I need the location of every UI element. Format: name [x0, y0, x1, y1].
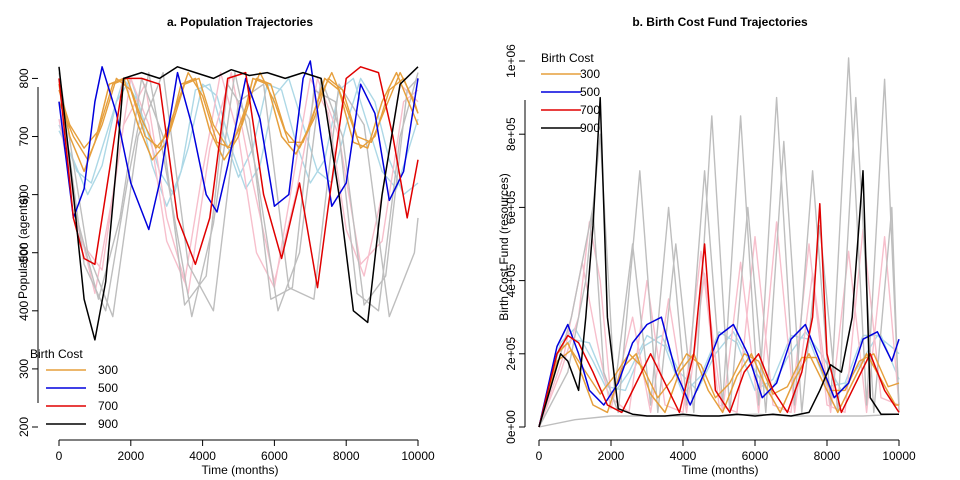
panel-b-y-ticks: 0e+00 2e+05 4e+05 6e+05 8e+05 1e+06	[504, 44, 525, 444]
panel-a-x-ticks: 0 2000 4000 6000 8000 10000	[56, 440, 435, 463]
panel-b-x-tick-label: 0	[536, 449, 543, 463]
panel-a-background-line-3	[58, 71, 419, 295]
panel-a-x-tick-label: 8000	[333, 449, 360, 463]
panel-b-background-line-7	[538, 349, 900, 428]
panel-a-legend-label-700: 700	[98, 399, 118, 413]
panel-b-y-tick-label: 1e+06	[504, 44, 518, 78]
panel-b: b. Birth Cost Fund Trajectories 0 2000 400…	[497, 15, 916, 477]
panel-b-legend-label-300: 300	[580, 67, 600, 81]
panel-a-x-label: Time (months)	[202, 463, 279, 477]
panel-a-y-tick-label: 400	[17, 300, 31, 320]
panel-b-series-line-700	[538, 202, 900, 428]
panel-a-legend: Birth Cost 300 500 700 900	[30, 347, 118, 431]
panel-a-legend-label-900: 900	[98, 417, 118, 431]
panel-a-series-line-500	[58, 60, 419, 231]
panel-a-y-tick-label: 200	[17, 417, 31, 437]
panel-b-x-ticks: 0 2000 4000 6000 8000 10000	[536, 440, 916, 463]
panel-a-y-label: Population (agents)	[16, 195, 30, 299]
panel-a-title: a. Population Trajectories	[167, 15, 313, 29]
panel-b-y-label: Birth Cost Fund (resources)	[497, 173, 511, 320]
panel-a-legend-label-300: 300	[98, 363, 118, 377]
panel-b-plot-area	[538, 57, 900, 428]
panel-a-series-line-700	[58, 66, 419, 289]
panel-a-x-tick-label: 10000	[401, 449, 435, 463]
panel-a-background-line-4	[58, 71, 419, 318]
panel-b-x-tick-label: 2000	[598, 449, 625, 463]
panel-b-legend-title: Birth Cost	[541, 51, 594, 65]
panel-a-series-line-900	[58, 66, 419, 341]
panel-b-legend-label-500: 500	[580, 85, 600, 99]
panel-a-y-tick-label: 600	[17, 184, 31, 204]
panel-a-x-tick-label: 6000	[261, 449, 288, 463]
panel-a-plot-area	[58, 60, 419, 341]
panel-a-legend-title: Birth Cost	[30, 347, 83, 361]
panel-a-y-tick-label: 700	[17, 126, 31, 146]
panel-b-y-tick-label: 4e+05	[504, 263, 518, 297]
panel-a-y-ticks: 200 300 400 500 600 700 800	[17, 68, 38, 437]
panel-b-y-tick-label: 0e+00	[504, 410, 518, 444]
panel-a-y-tick-label: 500	[17, 242, 31, 262]
panel-a-y-tick-label: 800	[17, 68, 31, 88]
panel-a-x-tick-label: 4000	[189, 449, 216, 463]
panel-a-background-line-0	[58, 77, 419, 207]
panel-a: a. Population Trajectories 0 2000 4000 6000…	[16, 15, 435, 477]
panel-b-series-line-900	[538, 96, 899, 428]
panel-a-legend-label-500: 500	[98, 381, 118, 395]
panel-b-legend: Birth Cost 300 500 700 900	[541, 51, 600, 135]
panel-a-x-tick-label: 0	[56, 449, 63, 463]
panel-b-legend-label-700: 700	[580, 103, 600, 117]
panel-b-y-tick-label: 2e+05	[504, 337, 518, 371]
panel-a-y-tick-label: 300	[17, 359, 31, 379]
panel-a-background-line-1	[58, 77, 419, 196]
panel-b-x-label: Time (months)	[682, 463, 759, 477]
panel-a-series-line-300	[58, 71, 419, 173]
panel-b-legend-label-900: 900	[580, 121, 600, 135]
panel-b-x-tick-label: 4000	[670, 449, 697, 463]
panel-b-title: b. Birth Cost Fund Trajectories	[632, 15, 808, 29]
panel-b-x-tick-label: 8000	[814, 449, 841, 463]
panel-b-x-tick-label: 6000	[742, 449, 769, 463]
panel-b-background-line-5	[538, 96, 900, 428]
panel-b-y-tick-label: 8e+05	[504, 117, 518, 151]
panel-b-background-line-4	[538, 57, 900, 428]
panel-b-series-line-300	[538, 342, 899, 428]
panel-b-series-line-500	[538, 316, 900, 428]
panel-a-x-tick-label: 2000	[117, 449, 144, 463]
panel-b-y-tick-label: 6e+05	[504, 190, 518, 224]
panel-b-x-tick-label: 10000	[882, 449, 916, 463]
